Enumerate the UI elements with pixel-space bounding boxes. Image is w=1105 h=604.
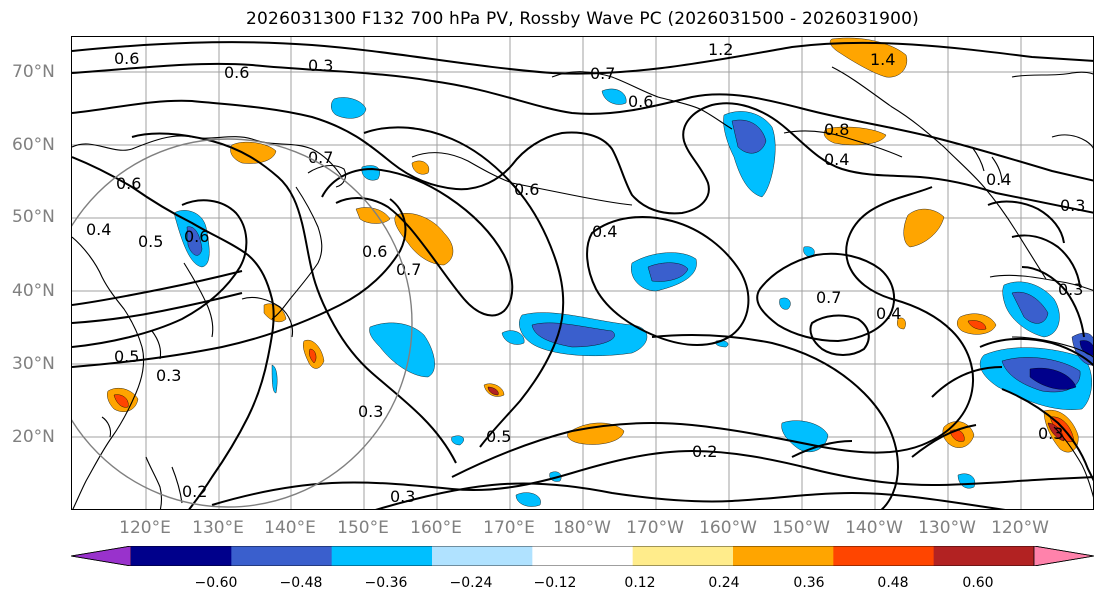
lon-label-140w: 140°W bbox=[845, 518, 903, 538]
colorbar-tick: −0.12 bbox=[533, 575, 577, 591]
contour-label: 0.6 bbox=[224, 63, 249, 82]
contour-label: 0.3 bbox=[1038, 424, 1063, 443]
colorbar-segment bbox=[331, 546, 433, 566]
contour-label: 0.3 bbox=[308, 56, 333, 75]
pv-anomaly-shading bbox=[107, 37, 1093, 507]
contour-label: 0.5 bbox=[138, 232, 163, 251]
contour-label: 0.5 bbox=[486, 427, 511, 446]
contour-label: 0.4 bbox=[592, 222, 617, 241]
lon-label-170e: 170°E bbox=[483, 518, 535, 538]
colorbar-tick: 0.12 bbox=[624, 575, 656, 591]
contour-label: 0.6 bbox=[514, 180, 539, 199]
colorbar-segment bbox=[432, 546, 533, 566]
map-panel[interactable]: 0.6 0.6 0.3 1.2 1.4 0.7 0.6 0.8 0.4 0.4 … bbox=[71, 36, 1094, 510]
lon-label-160w: 160°W bbox=[699, 518, 757, 538]
lon-label-150e: 150°E bbox=[337, 518, 389, 538]
lon-label-120w: 120°W bbox=[991, 518, 1049, 538]
colorbar-tick: 0.60 bbox=[962, 575, 994, 591]
contour-label: 0.3 bbox=[390, 487, 415, 506]
colorbar-segment bbox=[632, 546, 734, 566]
lon-label-150w: 150°W bbox=[772, 518, 830, 538]
lon-label-160e: 160°E bbox=[410, 518, 462, 538]
pv-contours bbox=[72, 41, 1093, 509]
contour-label: 0.3 bbox=[1060, 196, 1085, 215]
contour-label: 0.8 bbox=[824, 120, 849, 139]
colorbar-segment bbox=[933, 546, 1035, 566]
lat-label-40n: 40°N bbox=[12, 281, 55, 301]
colorbar-tick: 0.36 bbox=[793, 575, 825, 591]
contour-label: 0.7 bbox=[308, 148, 333, 167]
contour-label: 0.3 bbox=[1058, 280, 1083, 299]
lon-label-130w: 130°W bbox=[918, 518, 976, 538]
colorbar-tick: 0.24 bbox=[708, 575, 740, 591]
contour-label: 1.4 bbox=[870, 50, 895, 69]
colorbar-segment bbox=[231, 546, 333, 566]
contour-label: 0.6 bbox=[116, 174, 141, 193]
radius-circle bbox=[72, 138, 413, 508]
colorbar bbox=[70, 545, 1095, 567]
contour-label: 0.4 bbox=[986, 170, 1011, 189]
colorbar-extend-high bbox=[1033, 545, 1095, 567]
lon-label-170w: 170°W bbox=[626, 518, 684, 538]
contour-label: 0.3 bbox=[156, 366, 181, 385]
lat-label-50n: 50°N bbox=[12, 207, 55, 227]
contour-label: 0.7 bbox=[396, 260, 421, 279]
colorbar-extend-low bbox=[70, 545, 132, 567]
colorbar-tick: −0.24 bbox=[449, 575, 493, 591]
contour-label: 0.2 bbox=[182, 482, 207, 501]
lon-label-120e: 120°E bbox=[119, 518, 171, 538]
contour-label: 0.2 bbox=[692, 442, 717, 461]
lon-label-130e: 130°E bbox=[192, 518, 244, 538]
colorbar-segment bbox=[733, 546, 834, 566]
contour-label: 0.5 bbox=[114, 347, 139, 366]
lat-label-60n: 60°N bbox=[12, 135, 55, 155]
contour-label: 0.6 bbox=[184, 227, 209, 246]
contour-label: 0.4 bbox=[876, 304, 901, 323]
lon-label-180w: 180°W bbox=[553, 518, 611, 538]
colorbar-tick: 0.48 bbox=[877, 575, 909, 591]
contour-label: 0.3 bbox=[358, 402, 383, 421]
contour-label: 0.6 bbox=[628, 92, 653, 111]
contour-label: 0.7 bbox=[816, 288, 841, 307]
contour-label: 1.2 bbox=[708, 40, 733, 59]
contour-label: 0.6 bbox=[362, 242, 387, 261]
chart-title: 2026031300 F132 700 hPa PV, Rossby Wave … bbox=[246, 9, 919, 29]
lat-label-30n: 30°N bbox=[12, 354, 55, 374]
colorbar-tick: −0.36 bbox=[364, 575, 408, 591]
contour-label: 0.4 bbox=[86, 220, 111, 239]
contour-label: 0.7 bbox=[590, 64, 615, 83]
contour-label: 0.4 bbox=[824, 150, 849, 169]
colorbar-tick: −0.60 bbox=[194, 575, 238, 591]
colorbar-segment bbox=[532, 546, 634, 566]
colorbar-segment bbox=[131, 546, 232, 566]
contour-label: 0.6 bbox=[114, 49, 139, 68]
lon-label-140e: 140°E bbox=[264, 518, 316, 538]
colorbar-segment bbox=[833, 546, 935, 566]
colorbar-tick: −0.48 bbox=[279, 575, 323, 591]
lat-label-20n: 20°N bbox=[12, 427, 55, 447]
lat-label-70n: 70°N bbox=[12, 62, 55, 82]
